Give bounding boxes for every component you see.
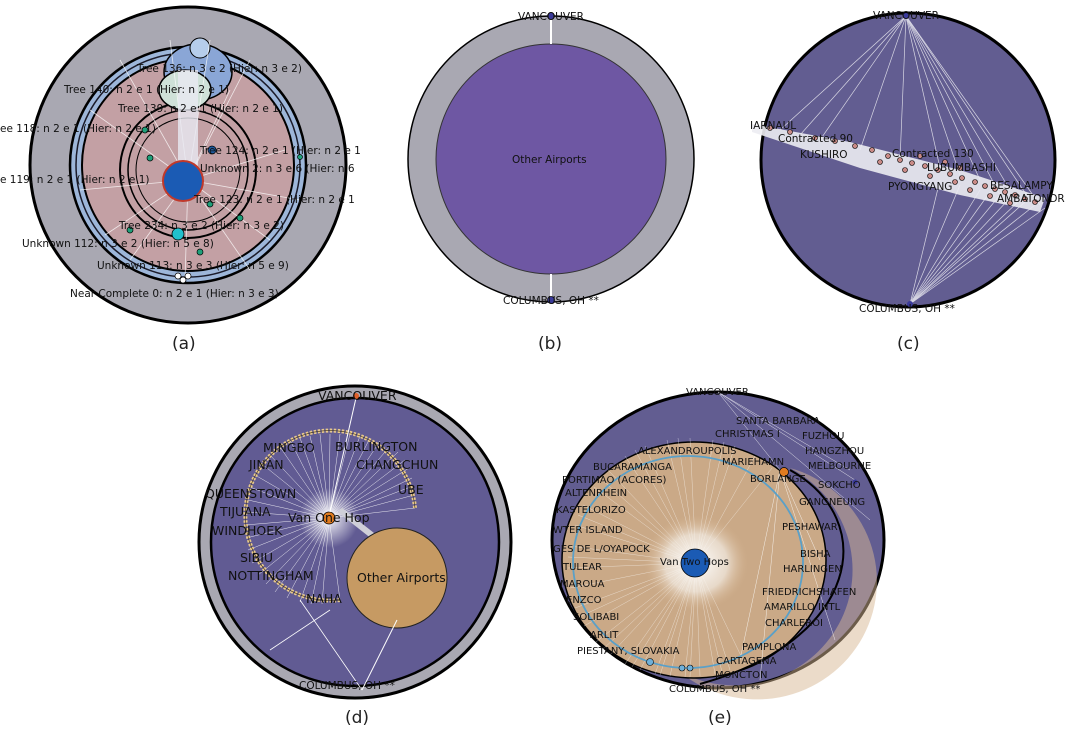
panel-c-caption: (c) <box>897 334 920 354</box>
panel-e-label: GES DE L/OYAPOCK <box>553 544 650 555</box>
panel-a-hub <box>162 160 204 202</box>
panel-e-label: PIESTANY, SLOVAKIA <box>577 646 680 657</box>
panel-d-label: UBE <box>398 482 424 497</box>
panel-a-label: Tree 139: n 2 e 1 (Hier: n 2 e 1) <box>117 103 283 115</box>
panel-a-label: e 119: n 2 e 1 (Hier: n 2 e 1) <box>0 174 150 186</box>
panel-d-label: SIBIU <box>240 550 273 565</box>
panel-e-columbus-label: COLUMBUS, OH ** <box>669 684 760 695</box>
panel-e-label: TULEAR <box>562 562 602 573</box>
panel-e-label: ALEXANDROUPOLIS <box>638 446 737 457</box>
panel-c-label: IARNAUL <box>750 120 796 132</box>
panel-d-other-airports-disk <box>346 527 448 629</box>
panel-c-label: AMBATONDR <box>997 193 1065 205</box>
panel-e-label: BISHA <box>800 549 831 560</box>
panel-c-label: BESALAMPY <box>990 180 1053 192</box>
panel-c-vancouver-node <box>903 13 909 19</box>
panel-e-orange-node <box>779 467 789 477</box>
panel-d-label: NAHA <box>306 591 342 606</box>
panel-e-label: CHARLEROI <box>765 618 823 629</box>
panel-e-label: SOKCHO <box>818 480 861 491</box>
panel-d-label: BURLINGTON <box>335 439 417 454</box>
panel-c-columbus-label: COLUMBUS, OH ** <box>859 303 955 315</box>
panel-c: VANCOUVER IARNAUL Contracted 90 KUSHIRO … <box>750 10 1065 354</box>
panel-d-other-label: Other Airports <box>357 570 446 585</box>
panel-a-caption: (a) <box>172 334 196 354</box>
panel-e-label: BUCARAMANGA <box>593 462 672 473</box>
panel-e-label: MAROUA <box>560 579 605 590</box>
panel-a-label: ee 118: n 2 e 1 (Hier: n 2 e 1) <box>0 123 156 135</box>
panel-b-vancouver-label: VANCOUVER <box>518 11 584 23</box>
panel-e-label: ARLIT <box>590 630 619 641</box>
panel-e-label: HANGZHOU <box>805 446 864 457</box>
panel-d-label: MINGBO <box>263 440 315 455</box>
panel-c-label: KUSHIRO <box>800 149 848 161</box>
panel-d-label: WINDHOEK <box>212 523 283 538</box>
panel-d-label: CHANGCHUN <box>356 457 438 472</box>
panel-a-nodes <box>126 126 303 284</box>
panel-e-label: SOLIBABI <box>573 612 619 623</box>
panel-e-label: FUZHOU <box>802 431 844 442</box>
panel-e-label: ENZCO <box>566 595 602 606</box>
panel-a-label: Tree 140: n 2 e 1 (Hier: n 2 e 1) <box>63 84 229 96</box>
panel-c-columbus-node <box>907 301 913 307</box>
panel-a-label: Near Complete 0: n 2 e 1 (Hier: n 3 e 3) <box>70 288 279 300</box>
panel-e: VANCOUVER SANTA BARBARA CHRISTMAS I FUZH… <box>550 387 886 728</box>
panel-b: VANCOUVER Other Airports COLUMBUS, OH **… <box>407 11 695 354</box>
panel-d-caption: (d) <box>345 708 369 728</box>
panel-b-center-label: Other Airports <box>512 154 587 166</box>
panel-d-hub-label: Van One Hop <box>288 510 370 525</box>
panel-a-label: Tree 123: n 2 e 1 (Hier: n 2 e 1 <box>193 194 355 206</box>
panel-d-vancouver-node <box>353 393 359 399</box>
panel-e-label: MELBOURNE <box>808 461 871 472</box>
panel-b-columbus-label: COLUMBUS, OH ** <box>503 295 599 307</box>
panel-d-label: JINAN <box>248 457 284 472</box>
panel-a: Tree 136: n 3 e 2 (Hier: n 3 e 2) Tree 1… <box>0 5 361 354</box>
panel-e-label: MARIEHAMN <box>722 457 784 468</box>
panel-e-label: GANGNEUNG <box>799 497 865 508</box>
panel-e-label: PESHAWAR <box>782 522 838 533</box>
panel-c-nodes <box>767 125 1038 206</box>
panel-d-vancouver-label: VANCOUVER <box>318 388 397 403</box>
panel-e-label: CHRISTMAS I <box>715 429 780 440</box>
panel-e-vancouver-label: VANCOUVER <box>686 387 749 398</box>
panel-e-label: ALTENRHEIN <box>565 488 627 499</box>
panel-c-edges <box>779 15 1046 305</box>
panel-a-label: Unknown 112: n 3 e 2 (Hier: n 5 e 8) <box>22 238 214 250</box>
panel-d-hub-node <box>322 511 336 525</box>
panel-d-columbus-label: COLUMBUS, OH ** <box>299 680 395 692</box>
panel-c-label: Contracted 130 <box>892 148 974 160</box>
panel-e-label: MONCTON <box>715 670 767 681</box>
panel-e-label: AMARILLO INTL <box>764 602 841 613</box>
panel-b-caption: (b) <box>538 334 562 354</box>
panel-e-label: HARLINGEN <box>783 564 842 575</box>
panel-c-label: Contracted 90 <box>778 133 853 145</box>
panel-d-label: QUEENSTOWN <box>205 486 296 501</box>
panel-e-label: FRIEDRICHSHAFEN <box>762 587 856 598</box>
panel-e-caption: (e) <box>708 708 732 728</box>
panel-a-label: Tree 124: n 2 e 1 (Hier: n 2 e 1 <box>199 145 361 157</box>
panel-c-label: PYONGYANG <box>888 181 952 193</box>
panel-d-label: TIJUANA <box>219 504 271 519</box>
panel-d: VANCOUVER MINGBO BURLINGTON JINAN CHANGC… <box>197 384 513 728</box>
panel-e-label: WTER ISLAND <box>553 525 623 536</box>
panel-e-hub-node <box>680 548 710 578</box>
panel-e-label: PORTIMAO (ACORES) <box>562 475 667 486</box>
panel-e-label: BORLANGE <box>750 474 806 485</box>
panel-a-label: Unknown 113: n 3 e 3 (Hier: n 5 e 9) <box>97 260 289 272</box>
panel-e-label: KASTELORIZO <box>556 505 626 516</box>
panel-b-columbus-node <box>547 296 555 304</box>
panel-d-label: NOTTINGHAM <box>228 568 314 583</box>
panel-c-label: LUBUMBASHI <box>927 162 996 174</box>
panel-a-label: Tree 234: n 3 e 2 (Hier: n 3 e 2) <box>118 220 284 232</box>
panel-a-label: Unknown 2: n 3 e 6 (Hier: n 6 <box>200 163 355 175</box>
panel-e-label: CARTAGENA <box>716 656 777 667</box>
panel-b-vancouver-node <box>547 12 555 20</box>
panel-c-vancouver-label: VANCOUVER <box>873 10 939 22</box>
panel-e-label: SANTA BARBARA <box>736 416 820 427</box>
panel-e-label: PAMPLONA <box>742 642 796 653</box>
panel-a-label: Tree 136: n 3 e 2 (Hier: n 3 e 2) <box>136 63 302 75</box>
panel-e-hub-label: Van Two Hops <box>660 557 729 568</box>
